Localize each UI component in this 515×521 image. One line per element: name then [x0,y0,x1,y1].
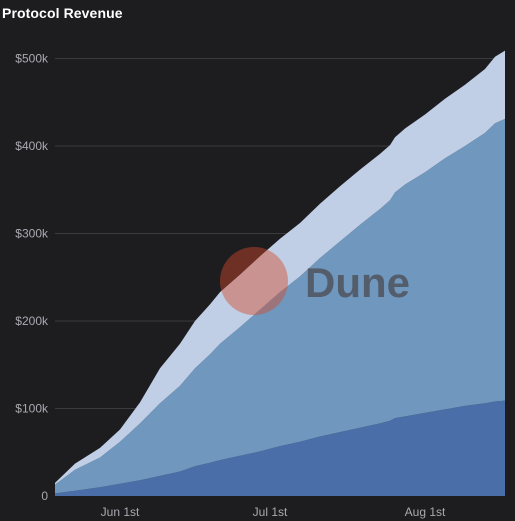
y-axis-labels: 0 $100k $200k $300k $400k $500k [15,52,49,504]
dune-logo-icon [220,247,288,315]
series-area-1 [55,118,505,494]
y-tick-label: $300k [15,227,49,241]
x-tick-label: Jun 1st [101,505,140,519]
series-areas [55,50,505,496]
chart-title: Protocol Revenue [2,5,123,21]
x-tick-label: Jul 1st [253,505,288,519]
y-tick-label: 0 [41,489,48,503]
dune-watermark: Dune [220,247,410,315]
x-tick-label: Aug 1st [405,505,446,519]
y-tick-label: $100k [15,402,49,416]
y-tick-label: $200k [15,314,49,328]
y-tick-label: $400k [15,139,49,153]
series-area-2 [55,50,505,485]
x-axis-labels: Jun 1st Jul 1st Aug 1st [101,505,446,519]
watermark-text: Dune [305,259,410,306]
series-area-0 [55,400,505,496]
y-tick-label: $500k [15,52,49,66]
